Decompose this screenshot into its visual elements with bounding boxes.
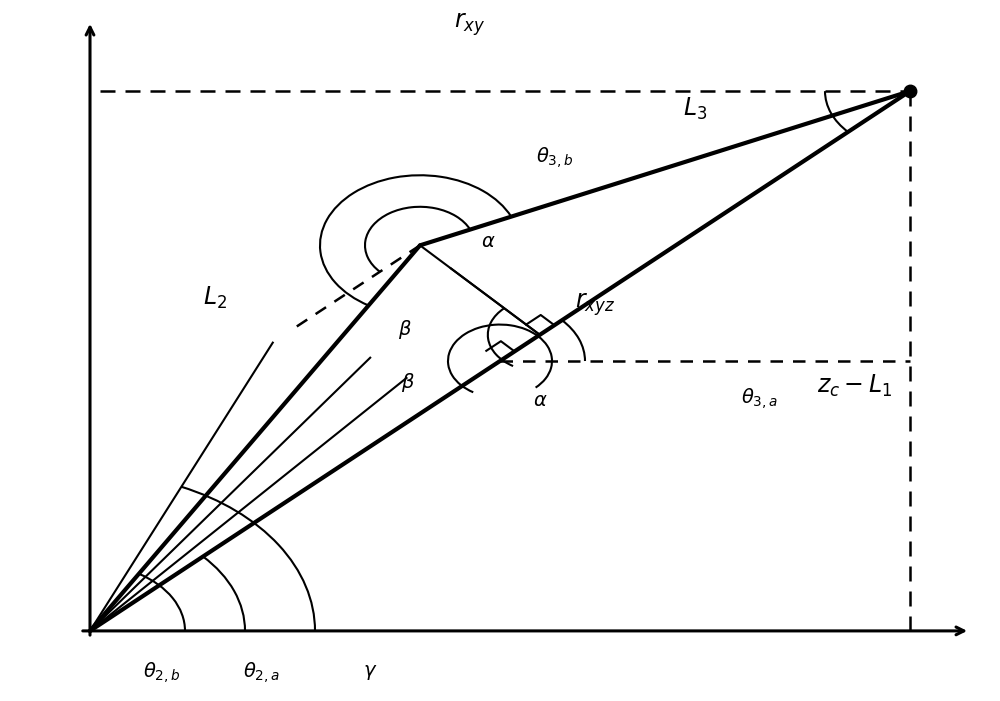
Text: $L_3$: $L_3$ [683,95,707,122]
Text: $\theta_{2,b}$: $\theta_{2,b}$ [143,660,181,686]
Text: $r_{xy}$: $r_{xy}$ [454,11,486,38]
Text: $z_c-L_1$: $z_c-L_1$ [817,372,893,399]
Text: $\gamma$: $\gamma$ [363,663,377,683]
Text: $\beta$: $\beta$ [398,318,412,341]
Text: $\theta_{3,b}$: $\theta_{3,b}$ [536,145,574,170]
Text: $r_{xyz}$: $r_{xyz}$ [575,292,615,318]
Text: $L_2$: $L_2$ [203,285,227,311]
Text: $\theta_{2,a}$: $\theta_{2,a}$ [243,660,281,686]
Text: $\beta$: $\beta$ [401,371,415,393]
Text: $\alpha$: $\alpha$ [481,233,495,251]
Text: $\theta_{3,a}$: $\theta_{3,a}$ [741,386,779,411]
Text: $\alpha$: $\alpha$ [533,392,547,410]
